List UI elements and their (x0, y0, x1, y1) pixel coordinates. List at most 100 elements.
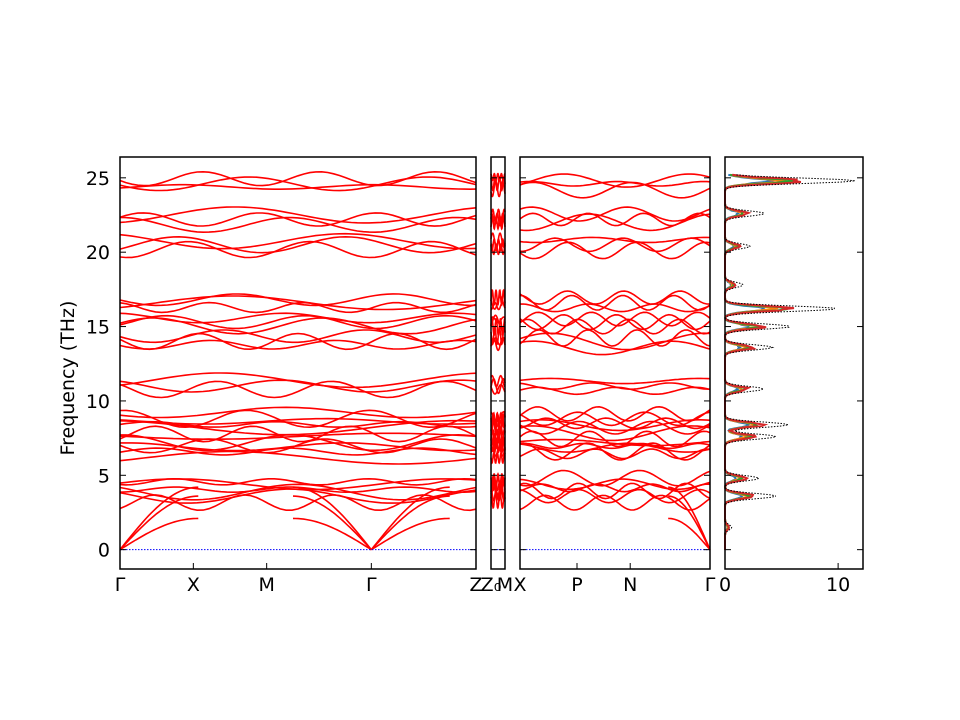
y-tick-label: 15 (86, 317, 110, 339)
band-line (490, 374, 506, 388)
k-point-label: Γ (705, 574, 716, 596)
band-line (519, 482, 711, 500)
band-line (119, 420, 477, 428)
band-line (119, 379, 477, 393)
band-line (490, 232, 506, 248)
band-line (119, 380, 477, 399)
acoustic-branch (370, 495, 450, 551)
band-line (490, 482, 506, 500)
k-point-label: Z (469, 574, 482, 596)
acoustic-branch (292, 486, 372, 551)
band-line (519, 332, 711, 351)
k-point-label: M (497, 574, 513, 596)
acoustic-branch (668, 495, 711, 551)
acoustic-branch (119, 486, 199, 551)
band-line (519, 340, 711, 356)
band-line (519, 425, 711, 442)
band-line (490, 314, 506, 330)
band-panel-2-frame (490, 156, 506, 570)
band-line (490, 472, 506, 487)
band-line (119, 314, 477, 330)
band-line (519, 181, 711, 199)
dos-x-tick-label: 0 (719, 574, 731, 596)
band-line (519, 303, 711, 313)
band-panel-1-lines (119, 170, 477, 551)
band-panel-3-lines (519, 173, 711, 551)
band-line (119, 483, 477, 501)
band-line (490, 419, 506, 436)
band-line (119, 176, 477, 192)
band-line (519, 180, 711, 187)
band-line (519, 236, 711, 244)
acoustic-branch (668, 486, 711, 551)
band-line (490, 243, 506, 256)
band-line (119, 293, 477, 307)
y-tick-label: 0 (98, 540, 110, 562)
band-line (519, 411, 711, 427)
band-line (519, 313, 711, 331)
dos-x-tick-label: 10 (826, 574, 850, 596)
band-line (519, 212, 711, 227)
band-line (519, 478, 711, 491)
k-point-label: P (571, 574, 582, 596)
band-line (119, 312, 477, 324)
band-panel-1-frame (119, 156, 477, 570)
band-line (490, 383, 506, 395)
acoustic-branch (370, 517, 450, 551)
band-line (490, 175, 506, 193)
band-line (119, 339, 477, 350)
band-line (490, 482, 506, 492)
band-line (119, 183, 477, 191)
band-line (119, 235, 477, 254)
band-line (519, 290, 710, 305)
band-line (519, 442, 711, 450)
band-line (519, 494, 711, 511)
k-point-label: N (623, 574, 637, 596)
band-line (119, 301, 477, 314)
band-line (120, 442, 477, 452)
band-line (119, 170, 477, 187)
y-tick-label: 5 (98, 465, 110, 487)
band-line (490, 325, 506, 346)
band-line (519, 405, 711, 422)
band-line (490, 413, 506, 433)
dos-panel-frame (724, 156, 864, 570)
band-line (519, 419, 711, 432)
y-axis-label: Frequency (THz) (57, 301, 79, 456)
acoustic-branch (119, 495, 199, 551)
band-line (119, 216, 477, 234)
band-line (119, 295, 477, 311)
band-line (519, 329, 711, 347)
acoustic-branch (119, 517, 199, 551)
band-line (119, 425, 477, 443)
y-tick-label: 25 (86, 168, 110, 190)
band-line (119, 232, 477, 250)
band-panel-3-frame (519, 156, 711, 570)
band-line (119, 206, 477, 224)
band-line (490, 436, 506, 455)
band-line (519, 206, 711, 222)
band-line (519, 241, 711, 260)
y-tick-label: 10 (86, 391, 110, 413)
partial-dos-line (723, 173, 796, 550)
band-line (490, 288, 506, 307)
band-line (519, 430, 711, 448)
acoustic-branch (292, 495, 372, 551)
y-tick-label: 20 (86, 242, 110, 264)
band-line (519, 382, 711, 391)
k-point-label: X (513, 574, 526, 596)
band-line (519, 311, 711, 327)
k-point-label: Z₀ (481, 574, 502, 596)
band-line (119, 372, 477, 389)
k-point-label: Γ (366, 574, 377, 596)
band-panel-2-lines (490, 172, 506, 551)
band-line (119, 406, 477, 419)
band-line (490, 316, 506, 324)
band-line (119, 409, 477, 429)
k-point-label: X (187, 574, 200, 596)
band-line (119, 450, 477, 465)
band-line (490, 490, 506, 510)
acoustic-branch (370, 486, 450, 551)
band-line (490, 451, 506, 465)
